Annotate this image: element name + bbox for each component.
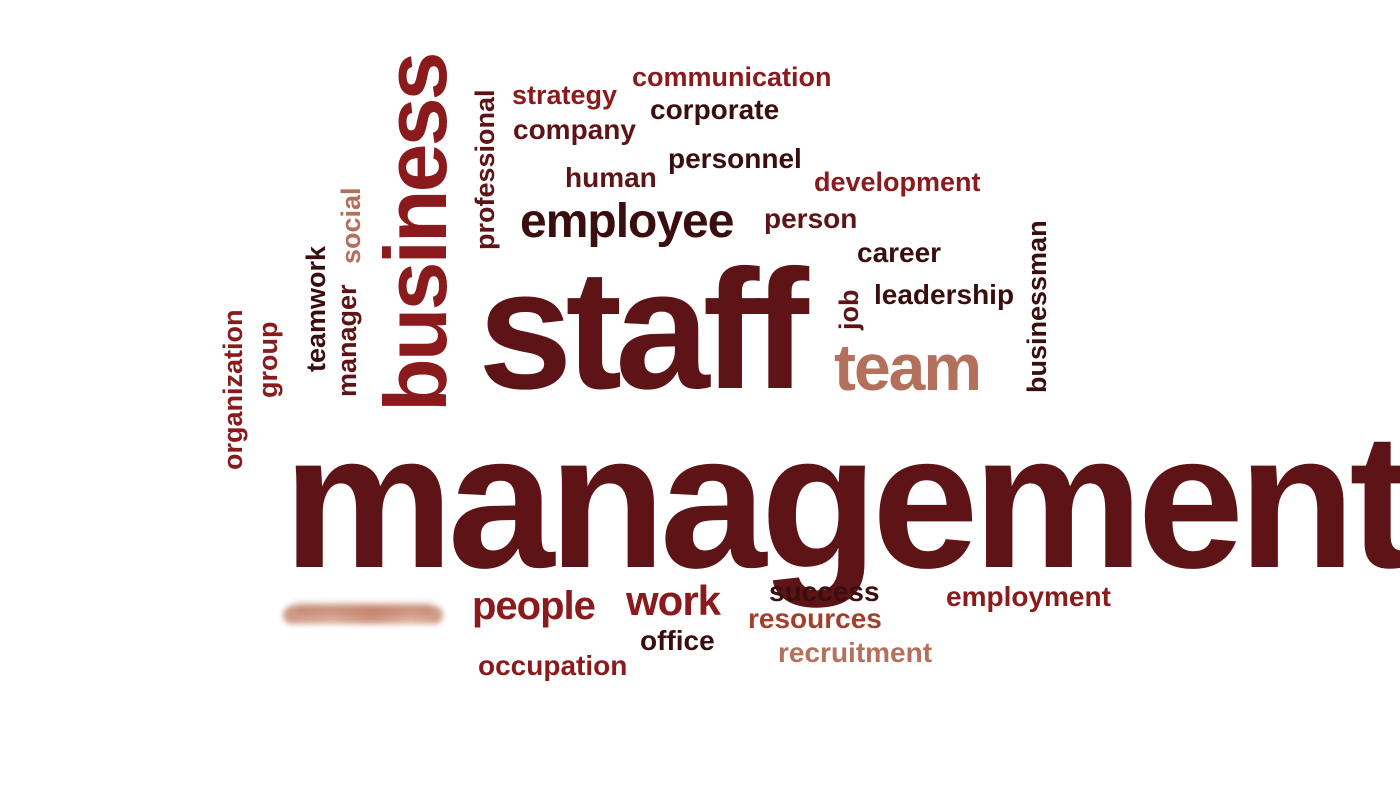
word-employee: employee — [520, 195, 734, 248]
word-organization: organization — [218, 309, 248, 471]
word-company: company — [513, 114, 636, 145]
word-communication: communication — [632, 62, 832, 92]
word-personnel: personnel — [668, 143, 802, 174]
word-development: development — [814, 167, 981, 197]
word-corporate: corporate — [650, 94, 780, 125]
blurred-word-smear-shadow — [293, 604, 433, 614]
word-social: social — [336, 187, 366, 264]
word-leadership: leadership — [874, 279, 1015, 310]
word-career: career — [857, 237, 942, 268]
word-business: business — [366, 54, 465, 412]
word-staff: staff — [478, 235, 809, 425]
word-occupation: occupation — [478, 650, 628, 681]
word-human: human — [565, 162, 657, 193]
word-professional: professional — [470, 89, 500, 250]
word-job: job — [834, 289, 864, 331]
word-employment: employment — [946, 581, 1111, 612]
word-teamwork: teamwork — [301, 245, 331, 372]
word-team: team — [834, 330, 982, 404]
word-group: group — [253, 321, 283, 398]
blurred-word — [283, 602, 443, 628]
word-recruitment: recruitment — [778, 637, 933, 668]
word-success: success — [769, 576, 880, 607]
word-management: management — [283, 393, 1400, 608]
word-work: work — [626, 577, 721, 624]
word-manager: manager — [332, 284, 362, 397]
word-resources: resources — [748, 603, 882, 634]
word-people: people — [472, 584, 596, 628]
word-strategy: strategy — [512, 80, 618, 110]
word-person: person — [764, 203, 858, 234]
word-office: office — [640, 625, 715, 656]
word-businessman: businessman — [1022, 220, 1052, 393]
